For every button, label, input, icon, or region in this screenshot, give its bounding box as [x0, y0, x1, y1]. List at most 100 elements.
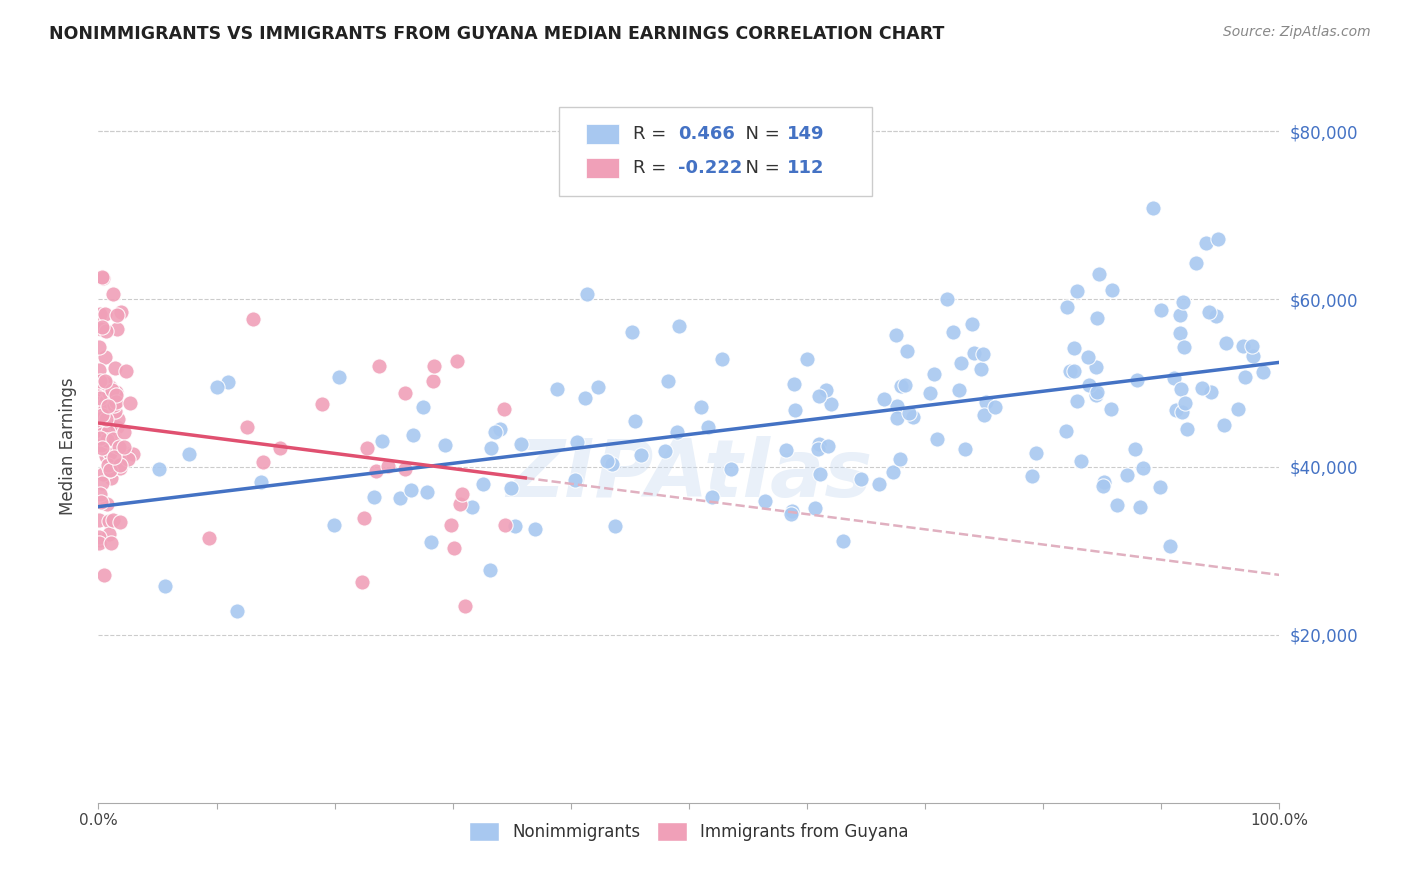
Point [1063, 341, 1085, 355]
Point [1175, 422, 1198, 436]
Point [103, 450, 125, 464]
Point [889, 452, 911, 467]
FancyBboxPatch shape [560, 107, 872, 196]
Point [984, 401, 1007, 415]
Text: R =: R = [634, 159, 672, 177]
Point [252, 455, 274, 469]
Point [110, 305, 132, 319]
Point [105, 322, 128, 336]
Point [90, 441, 112, 455]
Point [90, 495, 112, 509]
Point [93, 568, 115, 582]
Point [434, 438, 457, 452]
Point [87, 530, 110, 544]
Point [112, 440, 135, 454]
Point [311, 397, 333, 411]
Point [1056, 300, 1078, 314]
Point [1233, 370, 1256, 384]
Point [98, 462, 121, 476]
Text: R =: R = [634, 125, 672, 143]
Point [1232, 339, 1254, 353]
Point [461, 500, 484, 514]
Text: N =: N = [734, 159, 786, 177]
Text: 149: 149 [787, 125, 824, 143]
Point [94, 401, 117, 415]
Bar [586, 158, 619, 178]
Point [98, 380, 121, 394]
Point [814, 383, 837, 397]
Point [90, 408, 112, 422]
Text: NONIMMIGRANTS VS IMMIGRANTS FROM GUYANA MEDIAN EARNINGS CORRELATION CHART: NONIMMIGRANTS VS IMMIGRANTS FROM GUYANA … [49, 25, 945, 43]
Point [1164, 403, 1187, 417]
Point [105, 395, 128, 409]
Point [114, 364, 136, 378]
Point [96, 433, 118, 447]
Point [89, 533, 111, 547]
Point [803, 501, 825, 516]
Point [94, 411, 117, 425]
Point [1105, 498, 1128, 512]
Text: -0.222: -0.222 [678, 159, 742, 177]
Point [103, 398, 125, 412]
Point [832, 533, 855, 548]
Point [510, 437, 533, 451]
Point [922, 367, 945, 381]
Point [103, 431, 125, 445]
Point [97, 425, 120, 439]
Point [250, 475, 273, 489]
Point [927, 432, 949, 446]
Point [177, 446, 200, 460]
Point [89, 421, 111, 435]
Point [90, 411, 112, 425]
Point [1163, 371, 1185, 385]
Point [1168, 308, 1191, 322]
Point [1150, 302, 1173, 317]
Point [785, 403, 807, 417]
Point [96, 497, 118, 511]
Point [890, 378, 912, 392]
Point [775, 443, 797, 458]
Point [89, 400, 111, 414]
Point [101, 384, 124, 398]
Point [1159, 539, 1181, 553]
Point [942, 325, 965, 339]
Point [394, 462, 416, 476]
Point [1191, 381, 1213, 395]
Point [108, 515, 131, 529]
Point [269, 441, 291, 455]
Point [820, 397, 842, 411]
Point [1205, 309, 1227, 323]
Point [328, 369, 350, 384]
Point [1215, 336, 1237, 351]
Point [780, 504, 803, 518]
Point [368, 359, 391, 374]
Point [1116, 467, 1139, 482]
Point [100, 386, 122, 401]
Point [104, 384, 127, 399]
Point [901, 409, 924, 424]
Point [1066, 285, 1088, 299]
Point [236, 419, 259, 434]
Point [471, 477, 494, 491]
Point [449, 497, 471, 511]
Point [217, 375, 239, 389]
Point [1173, 340, 1195, 354]
Point [93, 381, 115, 395]
Point [1171, 405, 1194, 419]
Point [89, 340, 111, 354]
Point [148, 462, 170, 476]
Point [91, 271, 114, 285]
Point [948, 383, 970, 397]
Point [936, 292, 959, 306]
Point [574, 391, 596, 405]
Point [873, 392, 896, 406]
Point [122, 447, 145, 461]
Point [1206, 232, 1229, 246]
Point [501, 481, 523, 495]
Text: N =: N = [734, 125, 786, 143]
Point [356, 441, 378, 455]
Point [494, 517, 516, 532]
Point [89, 430, 111, 444]
Point [90, 438, 112, 452]
Point [394, 385, 416, 400]
